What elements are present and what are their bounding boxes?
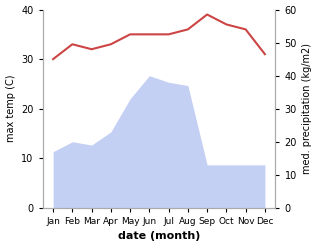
Y-axis label: max temp (C): max temp (C) [5,75,16,143]
Y-axis label: med. precipitation (kg/m2): med. precipitation (kg/m2) [302,43,313,174]
X-axis label: date (month): date (month) [118,231,200,242]
